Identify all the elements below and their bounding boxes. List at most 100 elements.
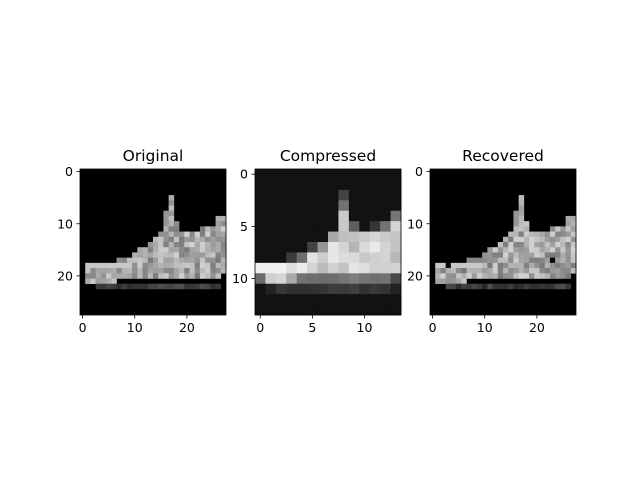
pixel (359, 200, 370, 211)
pixel (286, 252, 297, 263)
pixel (359, 169, 370, 180)
pixel (391, 263, 402, 274)
x-tick-label: 0 (429, 320, 437, 335)
pixel (566, 258, 572, 264)
pixel (380, 294, 391, 305)
pixel (519, 247, 525, 253)
pixel (205, 263, 211, 269)
panel-original: Original 0 10 20 0 10 20 (57, 147, 226, 335)
pixel (493, 284, 499, 290)
pixel (435, 268, 441, 274)
pixel (503, 268, 509, 274)
pixel (255, 169, 266, 180)
pixel (190, 237, 196, 243)
pixel (297, 221, 308, 232)
pixel (380, 305, 391, 316)
pixel (111, 268, 117, 274)
pixel (85, 268, 91, 274)
pixel (529, 273, 535, 279)
pixel (174, 273, 180, 279)
pixel (519, 263, 525, 269)
pixel (508, 247, 514, 253)
pixel (503, 263, 509, 269)
pixel (451, 268, 457, 274)
pixel (174, 268, 180, 274)
pixel (297, 211, 308, 222)
pixel (163, 232, 169, 238)
pixel (467, 268, 473, 274)
x-tick-label: 10 (127, 320, 143, 335)
pixel (487, 247, 493, 253)
pixel (265, 232, 276, 243)
pixel (391, 221, 402, 232)
pixel (286, 294, 297, 305)
pixel (456, 273, 462, 279)
pixel (566, 226, 572, 232)
pixel (513, 216, 519, 222)
pixel (440, 263, 446, 269)
pixel (482, 284, 488, 290)
pixel (169, 263, 175, 269)
pixel (545, 237, 551, 243)
pixel (106, 279, 112, 285)
pixel (286, 263, 297, 274)
pixel (513, 284, 519, 290)
pixel (555, 258, 561, 264)
pixel (221, 226, 227, 232)
pixel (221, 258, 227, 264)
pixel (200, 284, 206, 290)
pixel (184, 242, 190, 248)
pixel (498, 252, 504, 258)
pixel (467, 258, 473, 264)
pixel (524, 242, 530, 248)
pixel (349, 221, 360, 232)
pixel (174, 247, 180, 253)
pixel (555, 284, 561, 290)
pixel (137, 268, 143, 274)
pixel (221, 242, 227, 248)
pixel (255, 294, 266, 305)
pixel (391, 294, 402, 305)
pixel (195, 232, 201, 238)
pixel (143, 258, 149, 264)
pixel (221, 216, 227, 222)
pixel (205, 284, 211, 290)
pixel (482, 263, 488, 269)
pixel (550, 263, 556, 269)
pixel (513, 258, 519, 264)
pixel (477, 258, 483, 264)
pixel (560, 273, 566, 279)
pixel (550, 247, 556, 253)
pixel (179, 258, 185, 264)
pixel (163, 258, 169, 264)
image-area-compressed (255, 169, 401, 315)
pixel (359, 273, 370, 284)
pixel (200, 242, 206, 248)
pixel (446, 284, 452, 290)
pixel (137, 273, 143, 279)
pixel (493, 273, 499, 279)
pixel (221, 268, 227, 274)
pixel (90, 279, 96, 285)
pixel (297, 284, 308, 295)
pixel (286, 284, 297, 295)
pixel (359, 305, 370, 316)
pixel (380, 221, 391, 232)
pixel (524, 273, 530, 279)
pixel (286, 200, 297, 211)
pixel (519, 284, 525, 290)
pixel (472, 268, 478, 274)
pixel (446, 273, 452, 279)
pixel (555, 232, 561, 238)
pixel (210, 237, 216, 243)
pixel (307, 305, 318, 316)
pixel (255, 242, 266, 253)
pixel (255, 190, 266, 201)
pixel (555, 242, 561, 248)
pixel (127, 258, 133, 264)
pixel (338, 263, 349, 274)
pixel (210, 242, 216, 248)
pixel (255, 252, 266, 263)
pixel (487, 263, 493, 269)
pixel (153, 247, 159, 253)
